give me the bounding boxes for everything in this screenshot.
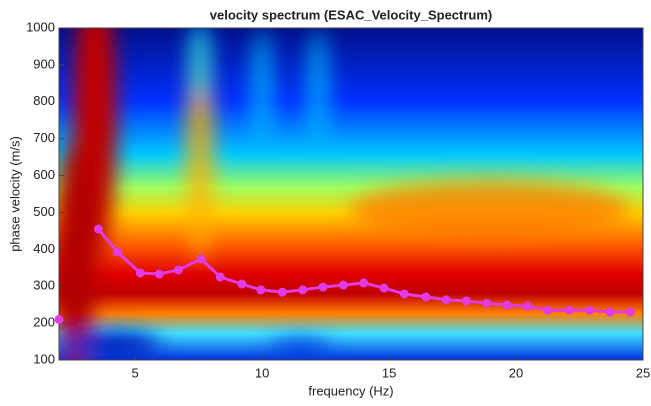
dispersion-point xyxy=(379,283,389,293)
y-tick-label: 500 xyxy=(33,204,55,219)
dispersion-point xyxy=(462,296,472,306)
x-tick-label: 15 xyxy=(382,365,396,380)
dispersion-point xyxy=(256,285,266,295)
dispersion-point xyxy=(237,279,247,289)
dispersion-point xyxy=(196,254,206,264)
chart-title: velocity spectrum (ESAC_Velocity_Spectru… xyxy=(210,7,493,22)
dispersion-point xyxy=(605,307,615,317)
dispersion-point xyxy=(112,247,122,257)
dispersion-point xyxy=(277,287,287,297)
dispersion-point xyxy=(399,289,409,299)
dispersion-point xyxy=(502,300,512,310)
dispersion-point xyxy=(564,305,574,315)
y-tick-label: 600 xyxy=(33,167,55,182)
dispersion-point xyxy=(543,305,553,315)
x-tick-label: 20 xyxy=(509,365,523,380)
y-tick-label: 100 xyxy=(33,351,55,366)
dispersion-point xyxy=(135,268,145,278)
dispersion-point xyxy=(585,305,595,315)
y-tick-label: 900 xyxy=(33,56,55,71)
y-axis-label: phase velocity (m/s) xyxy=(7,136,22,252)
y-tick-label: 400 xyxy=(33,241,55,256)
plot-frame xyxy=(58,27,644,361)
x-axis-label: frequency (Hz) xyxy=(308,383,393,398)
heatmap xyxy=(59,28,643,360)
y-tick-label: 200 xyxy=(33,315,55,330)
dispersion-point xyxy=(173,265,183,275)
x-tick-label: 10 xyxy=(255,365,269,380)
dispersion-point xyxy=(421,292,431,302)
x-tick-label: 25 xyxy=(636,365,650,380)
dispersion-point xyxy=(482,298,492,308)
dispersion-point xyxy=(318,282,328,292)
y-tick-label: 700 xyxy=(33,130,55,145)
dispersion-point xyxy=(338,280,348,290)
dispersion-point xyxy=(359,278,369,288)
dispersion-point xyxy=(625,307,635,317)
dispersion-point xyxy=(215,272,225,282)
dispersion-point xyxy=(522,301,532,311)
y-tick-label: 300 xyxy=(33,278,55,293)
x-tick-label: 5 xyxy=(132,365,139,380)
dispersion-point xyxy=(93,224,103,234)
dispersion-point xyxy=(54,314,64,324)
y-tick-label: 800 xyxy=(33,93,55,108)
y-tick-label: 1000 xyxy=(26,19,55,34)
dispersion-point xyxy=(441,295,451,305)
dispersion-point xyxy=(154,269,164,279)
dispersion-point xyxy=(298,285,308,295)
